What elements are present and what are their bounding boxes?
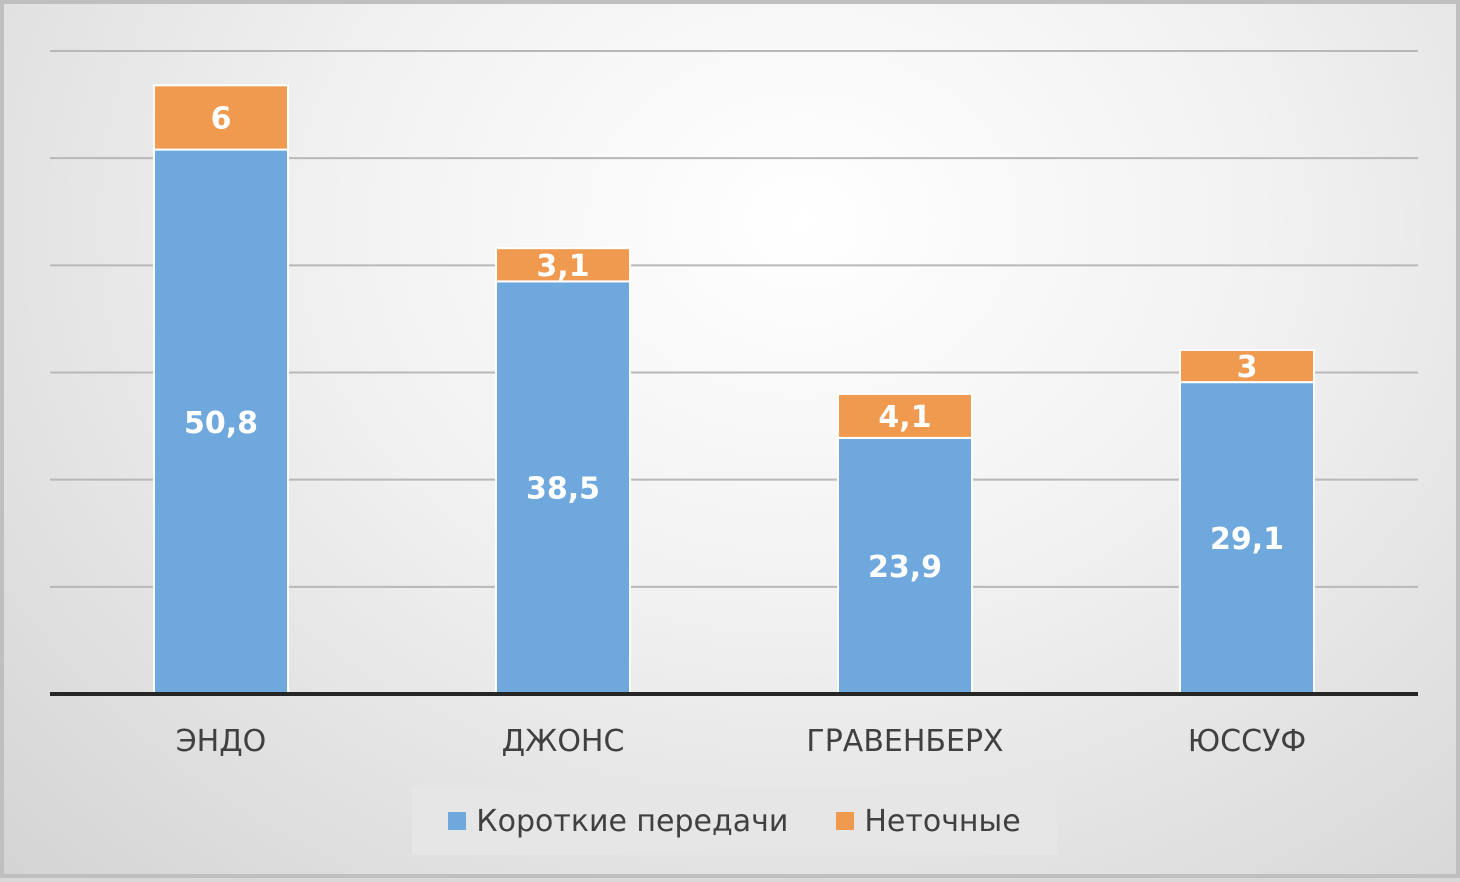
bar-segment-0-3 (1179, 381, 1315, 695)
legend-item-short-passes: Короткие передачи (448, 804, 788, 839)
data-label-0-2: 23,9 (868, 550, 942, 585)
bar-segment-1-1 (495, 247, 631, 283)
bar-segment-1-3 (1179, 348, 1315, 384)
data-label-0-3: 29,1 (1210, 522, 1284, 557)
data-label-1-3: 3 (1237, 350, 1258, 385)
bar-segment-0-1 (495, 280, 631, 695)
legend: Короткие передачи Неточные (412, 787, 1057, 855)
data-label-0-1: 38,5 (526, 472, 600, 507)
data-label-1-1: 3,1 (536, 249, 589, 284)
legend-item-inaccurate: Неточные (836, 803, 1021, 839)
data-label-1-2: 4,1 (878, 400, 931, 435)
bar-segment-1-2 (837, 392, 973, 439)
category-label-2: ГРАВЕНБЕРХ (806, 724, 1003, 759)
legend-swatch-inaccurate (836, 812, 855, 830)
data-label-1-0: 6 (211, 101, 232, 136)
category-label-3: ЮССУФ (1188, 724, 1306, 759)
bar-segment-0-2 (837, 436, 973, 695)
legend-label-inaccurate: Неточные (864, 803, 1021, 839)
legend-label-short-passes: Короткие передачи (476, 803, 789, 839)
category-label-1: ДЖОНС (502, 724, 625, 759)
bar-segment-1-0 (153, 84, 289, 151)
category-label-0: ЭНДО (176, 724, 267, 759)
legend-swatch-short-passes (448, 812, 467, 830)
data-label-0-0: 50,8 (184, 406, 258, 441)
plot-area: 50,8 6 ЭНДО 38,5 3,1 ДЖОНС 23,9 4,1 ГРАВЕНБЕРХ 29… (50, 50, 1418, 759)
